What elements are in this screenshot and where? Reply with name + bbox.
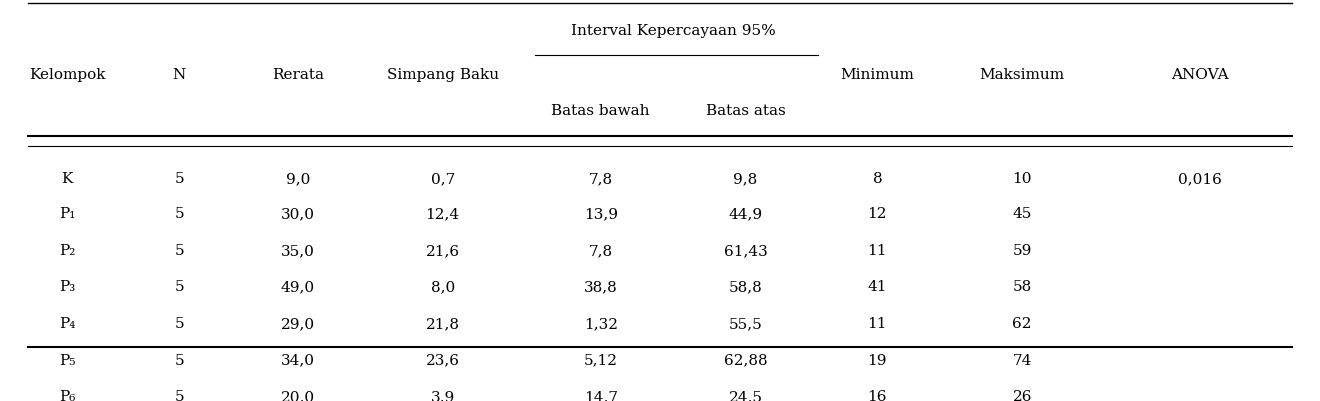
Text: Rerata: Rerata xyxy=(272,67,323,81)
Text: 58,8: 58,8 xyxy=(729,280,763,294)
Text: Interval Kepercayaan 95%: Interval Kepercayaan 95% xyxy=(570,24,776,38)
Text: 0,016: 0,016 xyxy=(1179,172,1222,186)
Text: Simpang Baku: Simpang Baku xyxy=(387,67,499,81)
Text: P₆: P₆ xyxy=(59,390,75,401)
Text: 24,5: 24,5 xyxy=(729,390,763,401)
Text: 13,9: 13,9 xyxy=(583,207,618,221)
Text: Kelompok: Kelompok xyxy=(29,67,106,81)
Text: K: K xyxy=(62,172,73,186)
Text: 26: 26 xyxy=(1012,390,1032,401)
Text: 11: 11 xyxy=(867,317,887,331)
Text: ANOVA: ANOVA xyxy=(1171,67,1229,81)
Text: 0,7: 0,7 xyxy=(430,172,455,186)
Text: 8: 8 xyxy=(873,172,882,186)
Text: 55,5: 55,5 xyxy=(729,317,763,331)
Text: 8,0: 8,0 xyxy=(430,280,455,294)
Text: 11: 11 xyxy=(867,244,887,258)
Text: P₃: P₃ xyxy=(59,280,75,294)
Text: 7,8: 7,8 xyxy=(589,244,612,258)
Text: 61,43: 61,43 xyxy=(723,244,767,258)
Text: 1,32: 1,32 xyxy=(583,317,618,331)
Text: N: N xyxy=(173,67,186,81)
Text: 5: 5 xyxy=(174,280,183,294)
Text: 5: 5 xyxy=(174,354,183,368)
Text: 29,0: 29,0 xyxy=(281,317,315,331)
Text: Maksimum: Maksimum xyxy=(979,67,1065,81)
Text: P₅: P₅ xyxy=(59,354,75,368)
Text: 5: 5 xyxy=(174,390,183,401)
Text: Batas atas: Batas atas xyxy=(706,104,785,118)
Text: 3,9: 3,9 xyxy=(430,390,455,401)
Text: 9,0: 9,0 xyxy=(285,172,310,186)
Text: 49,0: 49,0 xyxy=(281,280,315,294)
Text: 16: 16 xyxy=(867,390,887,401)
Text: 19: 19 xyxy=(867,354,887,368)
Text: 5: 5 xyxy=(174,207,183,221)
Text: 62,88: 62,88 xyxy=(723,354,767,368)
Text: 5,12: 5,12 xyxy=(583,354,618,368)
Text: 45: 45 xyxy=(1012,207,1032,221)
Text: 41: 41 xyxy=(867,280,887,294)
Text: 10: 10 xyxy=(1012,172,1032,186)
Text: P₁: P₁ xyxy=(59,207,75,221)
Text: 30,0: 30,0 xyxy=(281,207,314,221)
Text: 5: 5 xyxy=(174,244,183,258)
Text: Batas bawah: Batas bawah xyxy=(552,104,649,118)
Text: 20,0: 20,0 xyxy=(281,390,315,401)
Text: 35,0: 35,0 xyxy=(281,244,314,258)
Text: 59: 59 xyxy=(1012,244,1032,258)
Text: 62: 62 xyxy=(1012,317,1032,331)
Text: P₄: P₄ xyxy=(59,317,75,331)
Text: 23,6: 23,6 xyxy=(425,354,459,368)
Text: 74: 74 xyxy=(1012,354,1032,368)
Text: 14,7: 14,7 xyxy=(583,390,618,401)
Text: Minimum: Minimum xyxy=(841,67,915,81)
Text: 12,4: 12,4 xyxy=(425,207,459,221)
Text: 9,8: 9,8 xyxy=(734,172,758,186)
Text: 38,8: 38,8 xyxy=(583,280,618,294)
Text: 58: 58 xyxy=(1012,280,1032,294)
Text: 5: 5 xyxy=(174,317,183,331)
Text: 34,0: 34,0 xyxy=(281,354,314,368)
Text: 44,9: 44,9 xyxy=(729,207,763,221)
Text: 12: 12 xyxy=(867,207,887,221)
Text: 21,6: 21,6 xyxy=(425,244,459,258)
Text: P₂: P₂ xyxy=(59,244,75,258)
Text: 21,8: 21,8 xyxy=(425,317,459,331)
Text: 7,8: 7,8 xyxy=(589,172,612,186)
Text: 5: 5 xyxy=(174,172,183,186)
